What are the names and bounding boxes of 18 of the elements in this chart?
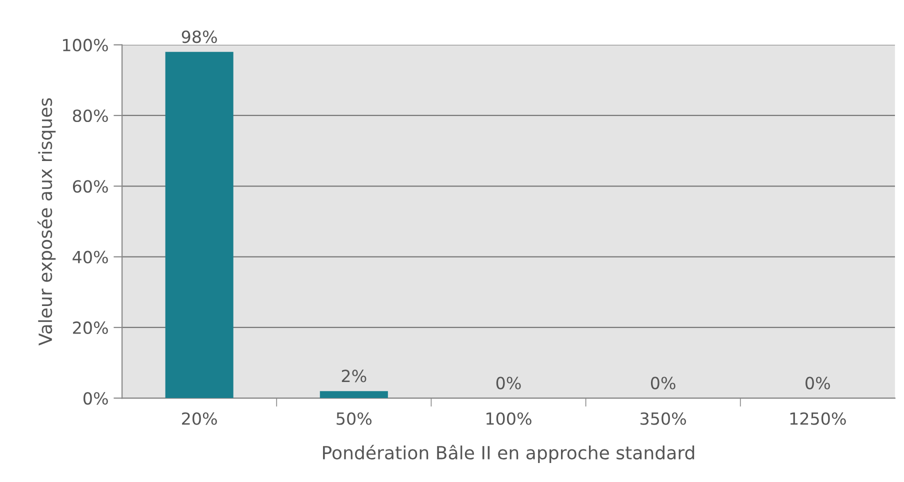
y-tick-label: 80% [72,109,108,122]
y-tick-label: 40% [72,250,108,264]
data-label: 0% [806,376,830,390]
y-axis-title: Valeur exposée aux risques [37,98,56,346]
x-tick-label: 100% [486,412,532,425]
y-tick-label: 0% [84,392,108,405]
x-tick-label: 20% [182,412,217,425]
data-label: 2% [342,370,366,382]
x-tick-label: 350% [640,412,686,425]
x-tick-label: 50% [336,412,372,425]
data-label: 0% [650,376,676,390]
data-label: 98% [182,30,217,44]
data-label: 0% [496,376,521,390]
x-axis-title: Pondération Bâle II en approche standard [323,444,694,464]
x-tick-label: 1250% [790,412,846,425]
y-tick-label: 60% [72,180,108,193]
y-tick-label: 20% [73,321,108,334]
y-tick-label: 100% [63,38,108,52]
